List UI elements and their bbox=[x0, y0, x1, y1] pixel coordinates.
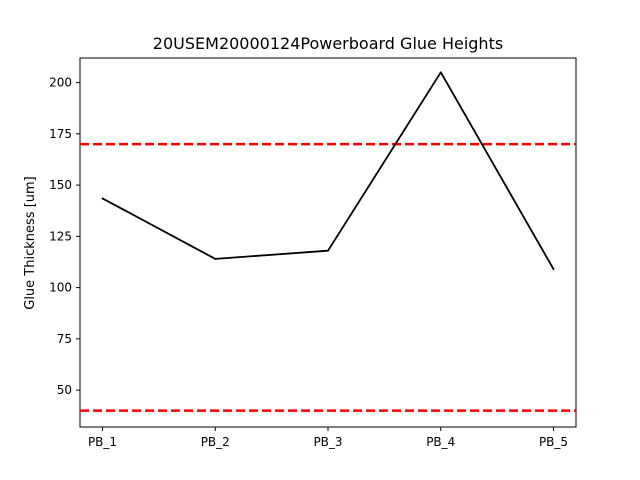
y-tick-label: 150 bbox=[49, 178, 72, 192]
chart-title: 20USEM20000124Powerboard Glue Heights bbox=[153, 34, 503, 53]
x-tick-label: PB_4 bbox=[426, 435, 455, 449]
data-point bbox=[327, 249, 329, 252]
x-tick-label: PB_1 bbox=[88, 435, 117, 449]
x-tick-label: PB_3 bbox=[313, 435, 342, 449]
data-point bbox=[214, 258, 217, 260]
y-tick-label: 175 bbox=[49, 127, 72, 141]
y-tick-label: 50 bbox=[57, 383, 72, 397]
x-tick-label: PB_5 bbox=[539, 435, 568, 449]
y-tick-label: 100 bbox=[49, 281, 72, 295]
x-tick-label: PB_2 bbox=[201, 435, 230, 449]
plot-area: 50 75 100 125 150 175 200 PB_1 PB_2 PB_3 PB_4 PB_5 bbox=[49, 57, 577, 449]
data-point bbox=[101, 197, 104, 200]
axes-frame bbox=[79, 57, 577, 428]
y-axis-label: Glue Thickness [um] bbox=[23, 176, 38, 310]
y-tick-label: 75 bbox=[57, 332, 72, 346]
data-point bbox=[552, 268, 555, 271]
y-tick-label: 200 bbox=[49, 76, 72, 90]
y-tick-label: 125 bbox=[49, 229, 72, 243]
series-line bbox=[102, 71, 555, 270]
data-point bbox=[439, 71, 442, 74]
